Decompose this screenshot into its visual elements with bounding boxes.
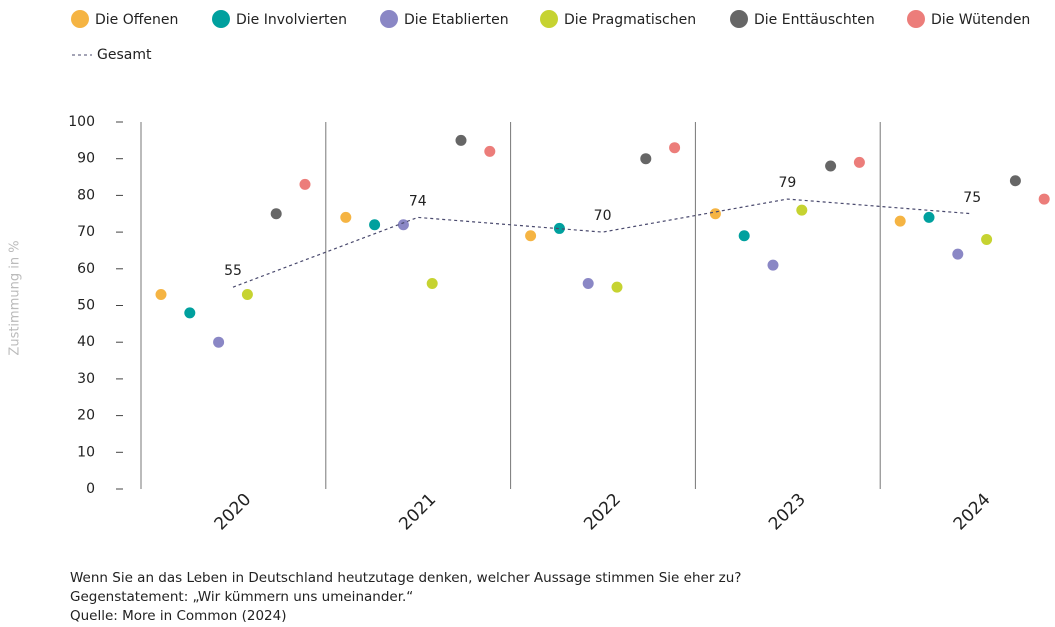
dot bbox=[738, 230, 750, 242]
dot bbox=[611, 281, 623, 293]
x-tick-label: 2022 bbox=[580, 490, 625, 535]
data-label: 70 bbox=[594, 208, 612, 224]
dot bbox=[369, 219, 381, 231]
dot bbox=[484, 145, 496, 157]
dot bbox=[640, 153, 652, 165]
dot bbox=[1009, 175, 1021, 187]
y-tick-label: 60 bbox=[77, 261, 95, 277]
dot bbox=[767, 259, 779, 271]
dot bbox=[894, 215, 906, 227]
y-tick-label: 0 bbox=[86, 481, 95, 497]
y-tick-label: 30 bbox=[77, 371, 95, 387]
legend-dot bbox=[380, 10, 398, 28]
y-tick-label: 40 bbox=[77, 334, 95, 350]
dot bbox=[923, 211, 935, 223]
dot bbox=[669, 142, 681, 154]
x-tick-label: 2023 bbox=[765, 490, 810, 535]
dot bbox=[981, 233, 993, 245]
legend-dot bbox=[212, 10, 230, 28]
y-tick-label: 70 bbox=[77, 224, 95, 240]
x-tick-label: 2021 bbox=[395, 490, 440, 535]
y-tick-label: 10 bbox=[77, 444, 95, 460]
note: Wenn Sie an das Leben in Deutschland heu… bbox=[70, 570, 741, 586]
note: Gegenstatement: „Wir kümmern uns umeinan… bbox=[70, 589, 413, 605]
y-tick-label: 90 bbox=[77, 151, 95, 167]
legend-label: Die Pragmatischen bbox=[564, 12, 696, 28]
legend-label: Die Offenen bbox=[95, 12, 178, 28]
dot bbox=[184, 307, 196, 319]
legend-dot bbox=[730, 10, 748, 28]
y-tick-label: 50 bbox=[77, 298, 95, 314]
dot bbox=[455, 134, 467, 146]
data-label: 74 bbox=[409, 193, 427, 209]
dot bbox=[853, 156, 865, 168]
legend-label: Die Wütenden bbox=[931, 12, 1030, 28]
dot bbox=[426, 277, 438, 289]
dot bbox=[582, 277, 594, 289]
dot bbox=[1038, 193, 1050, 205]
dot bbox=[397, 219, 409, 231]
dot bbox=[340, 211, 352, 223]
dot bbox=[952, 248, 964, 260]
y-tick-label: 20 bbox=[77, 408, 95, 424]
x-tick-label: 2024 bbox=[950, 490, 995, 535]
data-label: 79 bbox=[778, 175, 796, 191]
dot bbox=[270, 208, 282, 220]
legend-label: Die Enttäuschten bbox=[754, 12, 875, 28]
x-tick-label: 2020 bbox=[211, 490, 256, 535]
dot bbox=[796, 204, 808, 216]
y-axis-label: Zustimmung in % bbox=[8, 240, 23, 355]
dot bbox=[241, 288, 253, 300]
legend-dot bbox=[907, 10, 925, 28]
dot bbox=[825, 160, 837, 172]
data-label: 55 bbox=[224, 263, 242, 279]
legend-label: Die Etablierten bbox=[404, 12, 509, 28]
data-label: 75 bbox=[963, 190, 981, 206]
dot bbox=[525, 230, 537, 242]
y-tick-label: 80 bbox=[77, 187, 95, 203]
dot bbox=[155, 288, 167, 300]
dot bbox=[553, 222, 565, 234]
legend-dot bbox=[540, 10, 558, 28]
legend-label: Die Involvierten bbox=[236, 12, 347, 28]
dot bbox=[299, 178, 311, 190]
total-line bbox=[232, 198, 973, 288]
legend-dot bbox=[71, 10, 89, 28]
dot bbox=[709, 208, 721, 220]
note: Quelle: More in Common (2024) bbox=[70, 608, 286, 624]
y-tick-label: 100 bbox=[68, 114, 95, 130]
dot bbox=[213, 336, 225, 348]
legend-label: Gesamt bbox=[97, 47, 152, 63]
